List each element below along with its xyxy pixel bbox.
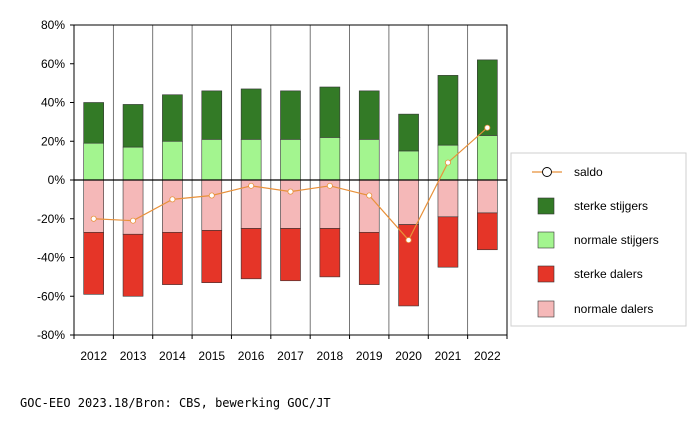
- y-tick-label: 80%: [41, 18, 65, 32]
- legend-label: sterke stijgers: [574, 199, 648, 213]
- bar-normale-stijgers: [477, 135, 498, 181]
- x-tick-label: 2013: [120, 349, 147, 363]
- x-tick-label: 2016: [238, 349, 265, 363]
- y-tick-label: 0%: [48, 173, 66, 187]
- saldo-point: [287, 188, 294, 195]
- bar-normale-dalers: [437, 179, 459, 218]
- saldo-point: [169, 196, 176, 203]
- x-tick-label: 2012: [80, 349, 107, 363]
- y-tick-label: -40%: [37, 251, 65, 265]
- x-tick-label: 2017: [277, 349, 304, 363]
- bar-normale-stijgers: [398, 150, 419, 181]
- bar-sterke-dalers: [201, 230, 223, 283]
- bar-sterke-dalers: [122, 233, 144, 297]
- bar-normale-stijgers: [280, 139, 301, 181]
- x-tick-label: 2014: [159, 349, 186, 363]
- saldo-point: [484, 124, 491, 131]
- bar-normale-dalers: [162, 179, 183, 233]
- bar-sterke-dalers: [240, 228, 262, 280]
- bar-sterke-dalers: [437, 216, 459, 268]
- saldo-point: [90, 215, 97, 222]
- legend-label: saldo: [574, 165, 603, 179]
- bar-sterke-stijgers: [280, 90, 301, 140]
- bar-normale-stijgers: [162, 140, 183, 181]
- legend-swatch: [537, 300, 555, 318]
- bar-normale-dalers: [122, 179, 144, 235]
- legend-label: sterke dalers: [574, 267, 643, 281]
- legend-label: normale stijgers: [574, 233, 659, 247]
- y-tick-label: 40%: [41, 96, 65, 110]
- saldo-point: [405, 237, 412, 244]
- x-tick-label: 2020: [395, 349, 422, 363]
- bar-sterke-dalers: [280, 228, 301, 282]
- bar-normale-stijgers: [122, 146, 144, 181]
- bar-normale-dalers: [358, 179, 380, 233]
- bar-sterke-stijgers: [477, 59, 498, 136]
- saldo-point: [208, 192, 215, 199]
- bar-normale-dalers: [477, 179, 498, 214]
- x-tick-label: 2019: [356, 349, 383, 363]
- saldo-point: [326, 182, 333, 189]
- bar-normale-stijgers: [83, 142, 104, 181]
- bar-sterke-stijgers: [358, 90, 380, 140]
- x-tick-label: 2021: [435, 349, 462, 363]
- bar-sterke-stijgers: [437, 75, 459, 146]
- y-tick-label: 60%: [41, 57, 65, 71]
- bar-sterke-stijgers: [398, 113, 419, 152]
- bar-normale-dalers: [280, 179, 301, 229]
- bar-normale-dalers: [201, 179, 223, 231]
- bar-normale-stijgers: [240, 139, 262, 181]
- legend-swatch: [537, 231, 555, 249]
- bar-sterke-dalers: [162, 232, 183, 285]
- y-tick-label: -80%: [37, 328, 65, 342]
- saldo-point: [130, 217, 137, 224]
- saldo-point: [248, 182, 255, 189]
- legend-saldo-marker: [542, 167, 552, 177]
- bar-sterke-dalers: [398, 224, 419, 307]
- bar-sterke-stijgers: [83, 102, 104, 144]
- bar-sterke-dalers: [477, 212, 498, 251]
- saldo-point: [444, 159, 451, 166]
- bar-sterke-stijgers: [240, 88, 262, 140]
- y-tick-label: -20%: [37, 212, 65, 226]
- bar-sterke-dalers: [358, 232, 380, 285]
- x-tick-label: 2018: [317, 349, 344, 363]
- bar-sterke-dalers: [83, 232, 104, 295]
- legend-swatch: [537, 197, 555, 215]
- bar-sterke-stijgers: [162, 94, 183, 142]
- stacked-bar-chart: 80% 60% 40% 20% 0% -20% -40% -60% -80% 2012 2013 20…: [37, 18, 687, 363]
- bar-sterke-stijgers: [319, 86, 341, 138]
- bar-sterke-dalers: [319, 228, 341, 278]
- bar-normale-stijgers: [201, 139, 223, 181]
- source-note: GOC-EEO 2023.18/Bron: CBS, bewerking GOC…: [20, 396, 331, 410]
- bar-sterke-stijgers: [201, 90, 223, 140]
- legend-label: normale dalers: [574, 302, 653, 316]
- chart-container: 80% 60% 40% 20% 0% -20% -40% -60% -80% 2012 2013 20…: [37, 18, 687, 363]
- bar-normale-dalers: [83, 179, 104, 233]
- bar-sterke-stijgers: [122, 104, 144, 148]
- bar-normale-dalers: [398, 179, 419, 225]
- y-tick-label: -60%: [37, 289, 65, 303]
- bar-normale-stijgers: [319, 137, 341, 181]
- bar-normale-stijgers: [358, 139, 380, 181]
- saldo-point: [366, 192, 373, 199]
- y-tick-label: 20%: [41, 134, 65, 148]
- x-tick-label: 2015: [198, 349, 225, 363]
- legend-swatch: [537, 265, 555, 283]
- x-tick-label: 2022: [474, 349, 501, 363]
